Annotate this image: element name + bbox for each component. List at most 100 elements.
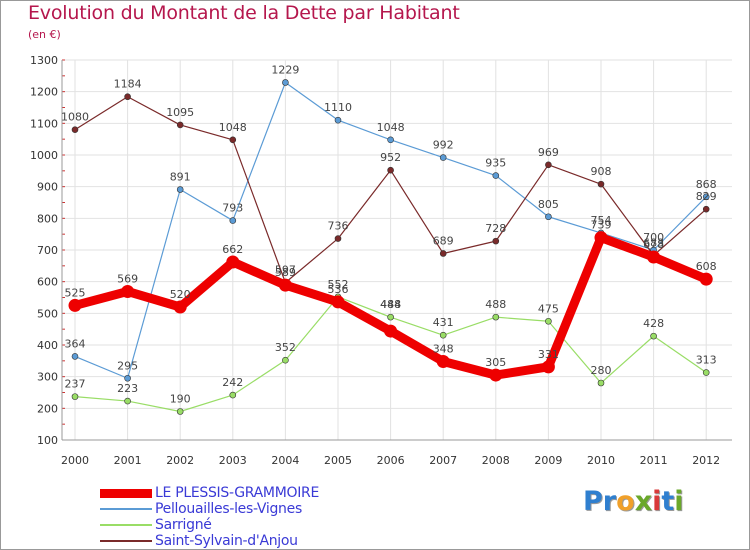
data-label: 536 <box>328 283 349 296</box>
data-label: 739 <box>591 219 612 232</box>
data-label: 313 <box>696 354 717 367</box>
logo-letter: x <box>634 486 653 517</box>
data-label: 969 <box>538 146 559 159</box>
logo-letter: P <box>583 486 603 517</box>
data-label: 569 <box>117 272 138 285</box>
data-point <box>387 136 394 144</box>
data-point <box>229 217 237 224</box>
data-point <box>124 93 131 101</box>
data-label: 444 <box>380 298 401 311</box>
data-point <box>545 161 552 169</box>
data-label: 754 <box>591 214 612 227</box>
x-tick-label: 2009 <box>534 454 562 467</box>
data-point <box>594 231 608 245</box>
logo-letter: i <box>652 486 662 517</box>
x-tick-label: 2010 <box>587 454 615 467</box>
data-point <box>229 391 237 399</box>
data-point <box>597 379 605 387</box>
logo-letter: r <box>602 486 617 517</box>
x-tick-label: 2000 <box>61 454 89 467</box>
data-label: 1048 <box>219 121 247 134</box>
legend-swatch <box>100 488 152 498</box>
data-label: 908 <box>591 165 612 178</box>
data-label: 552 <box>328 278 349 291</box>
data-point <box>176 186 184 193</box>
data-label: 608 <box>696 260 717 273</box>
x-tick-label: 2002 <box>166 454 194 467</box>
x-tick-label: 2007 <box>429 454 457 467</box>
data-point <box>121 284 135 298</box>
y-tick-label: 900 <box>37 181 58 194</box>
y-tick-label: 1300 <box>30 54 58 67</box>
data-point <box>282 79 289 86</box>
data-label: 364 <box>65 337 86 350</box>
data-point <box>489 368 503 382</box>
data-point <box>387 313 394 321</box>
data-label: 305 <box>485 356 506 369</box>
data-label: 829 <box>696 190 717 203</box>
data-label: 589 <box>275 266 296 279</box>
x-tick-label: 2006 <box>377 454 405 467</box>
data-point <box>702 369 710 376</box>
y-tick-label: 1100 <box>30 117 58 130</box>
data-point <box>226 255 240 269</box>
data-label: 1095 <box>166 106 194 119</box>
data-point <box>545 213 552 221</box>
data-label: 331 <box>538 348 559 361</box>
data-point <box>176 408 184 415</box>
data-point <box>331 295 345 309</box>
x-tick-label: 2012 <box>692 454 720 467</box>
x-tick-label: 2004 <box>271 454 299 467</box>
proxiti-logo: Proxiti <box>583 486 684 517</box>
logo-letter: i <box>674 486 684 517</box>
y-tick-label: 600 <box>37 276 58 289</box>
legend-label: LE PLESSIS-GRAMMOIRE <box>155 485 320 501</box>
legend: LE PLESSIS-GRAMMOIRE Pellouailles-les-Vig… <box>100 485 319 549</box>
data-label: 1048 <box>377 121 405 134</box>
data-label: 1110 <box>324 101 352 114</box>
data-point <box>71 353 79 360</box>
data-label: 1184 <box>114 78 142 91</box>
data-point <box>387 166 394 174</box>
data-point <box>702 193 710 201</box>
data-point <box>124 374 131 382</box>
data-label: 891 <box>170 171 191 184</box>
legend-label: Saint-Sylvain-d'Anjou <box>155 533 298 549</box>
series-layer <box>68 79 713 415</box>
data-point <box>68 298 82 312</box>
data-label: 1080 <box>61 111 89 124</box>
data-label: 352 <box>275 341 296 354</box>
x-tick-label: 2008 <box>482 454 510 467</box>
data-point <box>492 237 500 245</box>
legend-swatch <box>100 540 152 542</box>
chart-subtitle: (en €) <box>28 28 61 41</box>
data-label: 1229 <box>271 63 299 76</box>
data-label: 952 <box>380 151 401 164</box>
logo-letter: t <box>661 486 675 517</box>
data-label: 525 <box>65 286 86 299</box>
data-label: 242 <box>222 376 243 389</box>
y-tick-label: 700 <box>37 244 58 257</box>
data-label: 992 <box>433 139 454 152</box>
data-point <box>278 278 292 292</box>
data-label: 428 <box>643 317 664 330</box>
x-tick-label: 2003 <box>219 454 247 467</box>
data-label: 868 <box>696 178 717 191</box>
y-tick-label: 1000 <box>30 149 58 162</box>
legend-item: Saint-Sylvain-d'Anjou <box>100 533 319 549</box>
data-point <box>492 172 500 179</box>
data-point <box>71 393 79 400</box>
data-label: 683 <box>643 236 664 249</box>
data-point <box>439 250 447 257</box>
y-tick-label: 1200 <box>30 86 58 99</box>
data-label: 190 <box>170 393 191 406</box>
data-label: 520 <box>170 288 191 301</box>
data-point <box>176 121 184 129</box>
data-point <box>334 235 342 242</box>
data-label: 736 <box>328 220 349 233</box>
data-point <box>282 356 289 364</box>
y-tick-label: 200 <box>37 402 58 415</box>
data-point <box>334 116 342 124</box>
data-label: 597 <box>275 264 296 277</box>
